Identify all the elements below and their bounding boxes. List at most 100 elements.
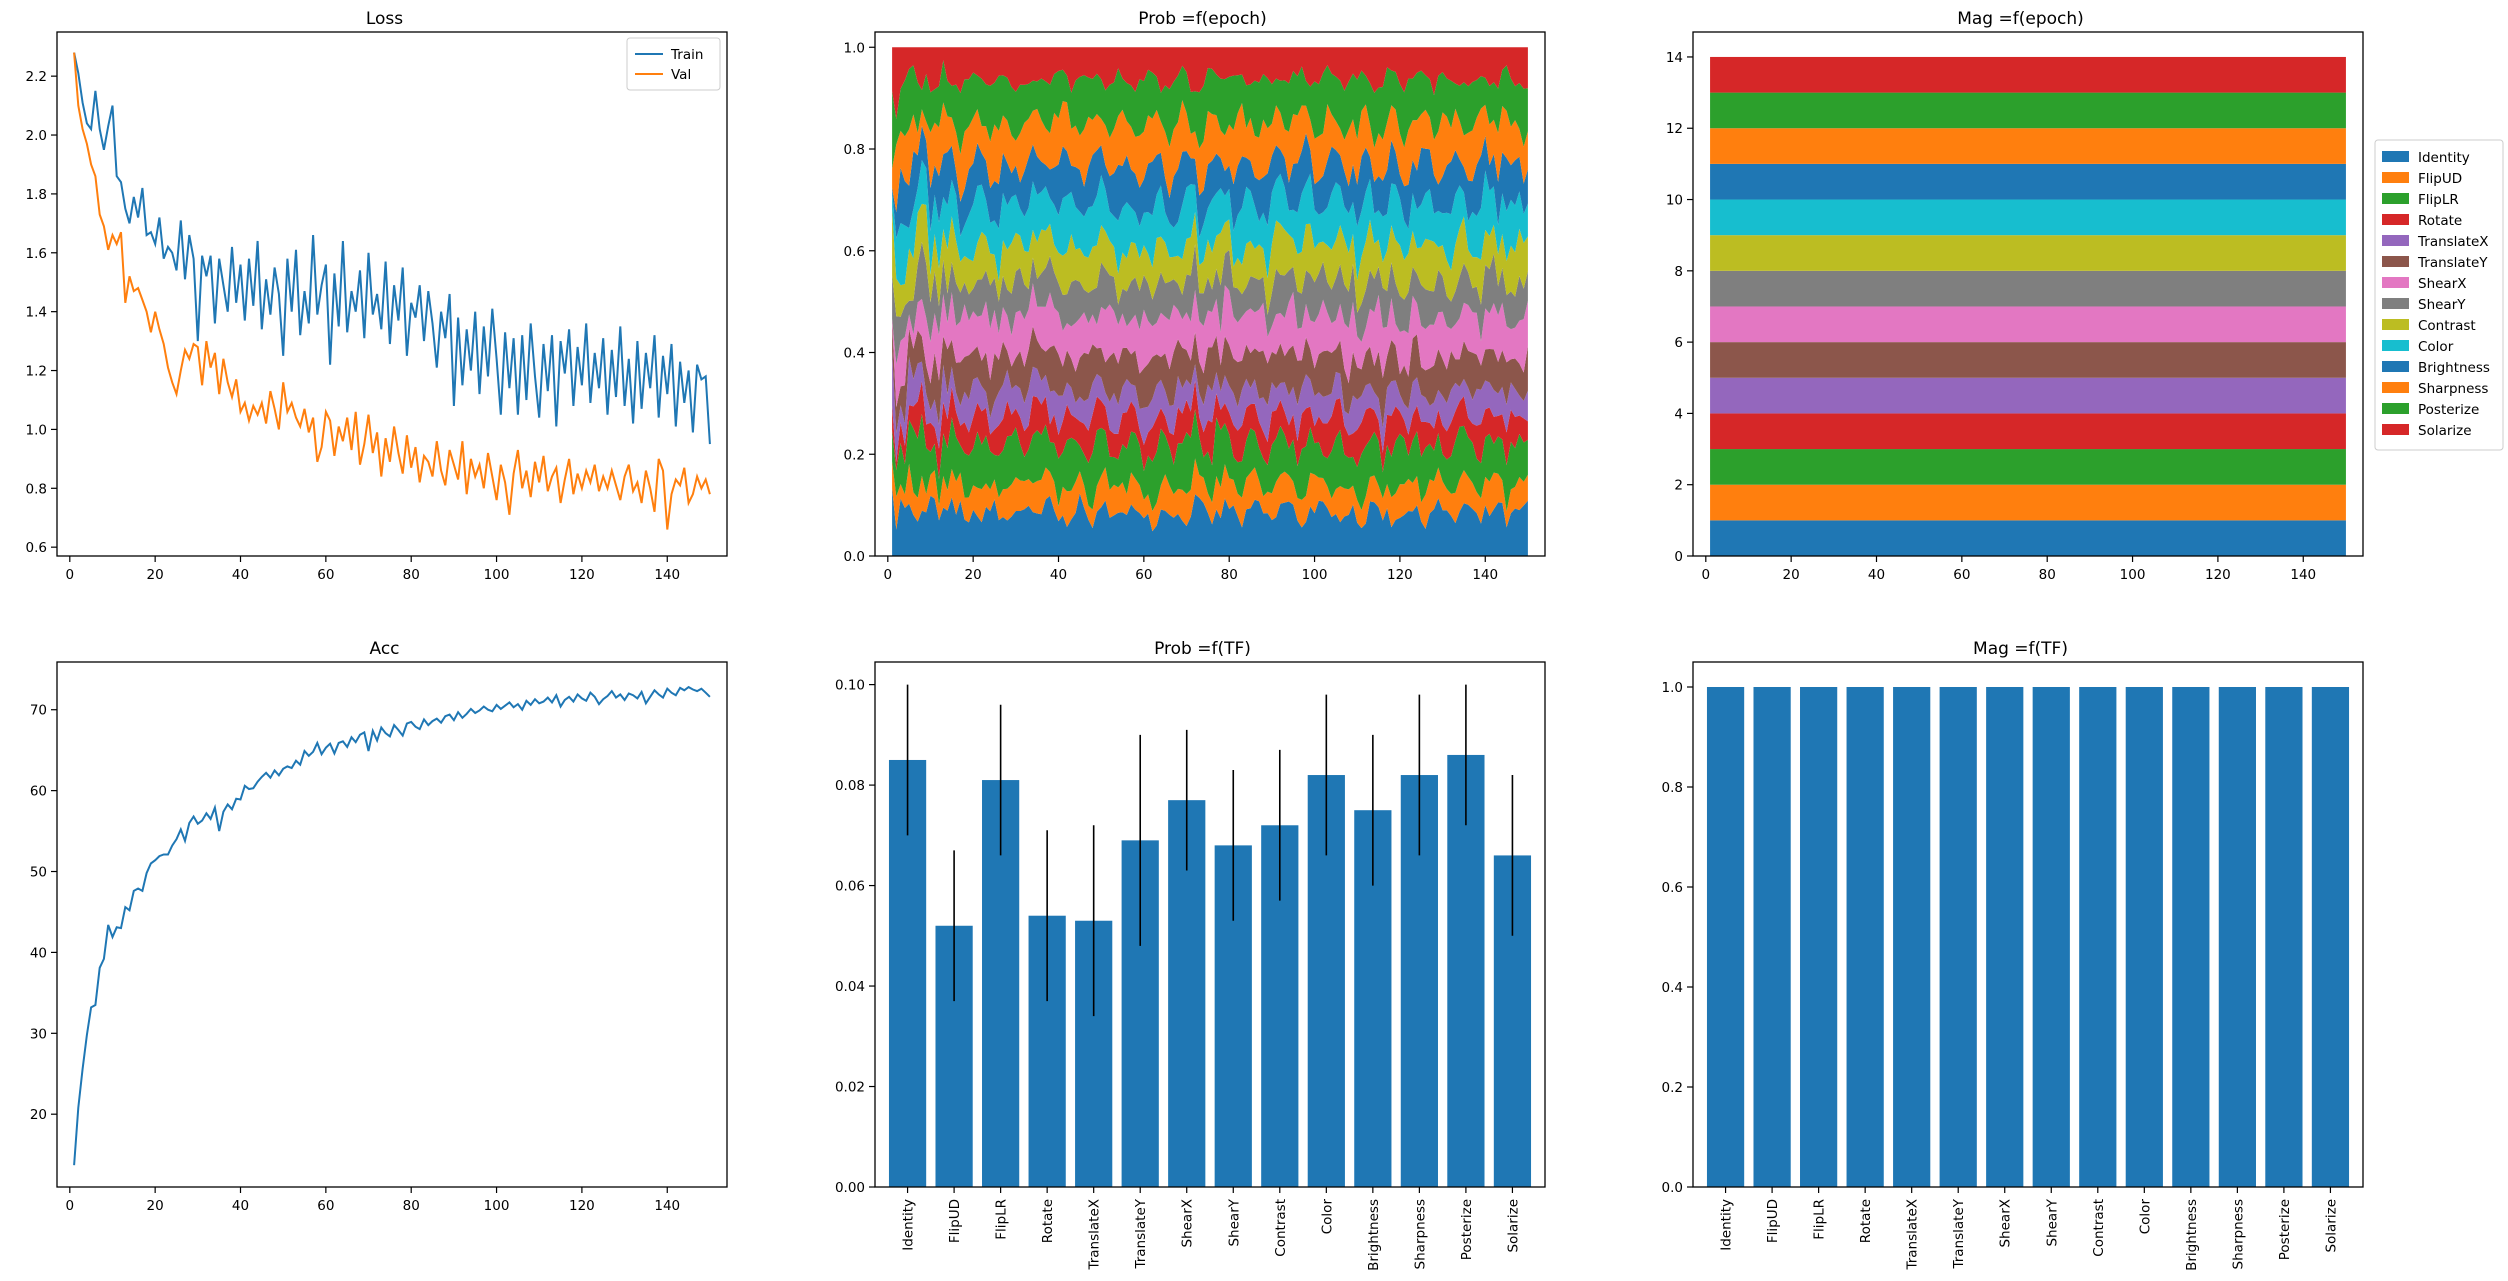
loss-series-line (73, 52, 711, 530)
acc-xtick-label: 40 (232, 1198, 249, 1214)
loss-ytick-label: 1.8 (26, 187, 47, 203)
mag-tf-ytick-label: 1.0 (1662, 680, 1683, 696)
acc-xtick-label: 20 (147, 1198, 164, 1214)
mag-epoch-ytick-label: 12 (1666, 121, 1683, 137)
prob-tf-xtick-label: Brightness (1366, 1199, 1382, 1271)
loss-ytick-label: 1.6 (26, 246, 47, 262)
mag-epoch-area-band (1710, 163, 2346, 200)
mag-tf-ytick-label: 0.8 (1662, 780, 1683, 796)
mag-epoch-title: Mag =f(epoch) (1957, 9, 2084, 29)
prob-epoch-ytick-label: 0.8 (844, 142, 865, 158)
mag-epoch-area-band (1710, 342, 2346, 378)
prob-tf-panel: Prob =f(TF) (1154, 639, 1251, 659)
prob-epoch-xtick-label: 0 (884, 567, 893, 583)
prob-epoch-area-band (892, 160, 1528, 286)
mag-epoch-area-band (1710, 484, 2346, 521)
mag-tf-bar (2265, 687, 2303, 1187)
prob-epoch-axes-frame (874, 31, 1546, 557)
mag-epoch-area-band (1710, 199, 2346, 236)
mag-epoch-panel: Mag =f(epoch) (1957, 9, 2084, 29)
acc-xtick-label: 120 (569, 1198, 595, 1214)
loss-ytick-label: 1.4 (26, 305, 47, 321)
prob-tf-xtick-label: FlipLR (994, 1199, 1010, 1240)
mag-tf-bar (2218, 687, 2256, 1187)
mag-tf-ytick-label: 0.2 (1662, 1080, 1683, 1096)
prob-epoch-area-band (892, 488, 1528, 556)
prob-tf-xtick-label: ShearY (1226, 1198, 1242, 1246)
mag-epoch-legend-label: FlipUD (2418, 171, 2462, 187)
acc-ytick-label: 40 (30, 945, 47, 961)
mag-epoch-legend-swatch (2382, 319, 2409, 330)
acc-xtick-label: 60 (317, 1198, 334, 1214)
acc-ytick-label: 50 (30, 865, 47, 881)
mag-tf-xtick-label: TranslateY (1951, 1198, 1967, 1269)
loss-xtick-label: 40 (232, 567, 249, 583)
acc-xtick-label: 80 (403, 1198, 420, 1214)
mag-epoch-area-band (1710, 128, 2346, 164)
prob-tf-xtick-label: Sharpness (1412, 1199, 1428, 1269)
mag-epoch-xtick-label: 140 (2290, 567, 2316, 583)
mag-tf-axes-frame (1692, 661, 2364, 1188)
prob-tf-axes-frame (874, 661, 1546, 1188)
prob-tf-plot: Identity FlipUD FlipLR Rotate TranslateX Tran… (835, 661, 1546, 1271)
mag-epoch-xtick-label: 120 (2205, 567, 2231, 583)
prob-epoch-ytick-label: 1.0 (844, 40, 865, 56)
loss-legend-label: Train (670, 47, 703, 63)
prob-tf-ytick-label: 0.04 (835, 979, 865, 995)
prob-tf-xtick-label: Identity (901, 1199, 917, 1251)
mag-tf-xtick-label: Contrast (2091, 1199, 2107, 1257)
mag-epoch-ytick-label: 2 (1674, 478, 1683, 494)
mag-tf-bar (2032, 687, 2070, 1187)
mag-epoch-legend-label: TranslateX (2417, 234, 2489, 250)
mag-tf-xtick-label: Solarize (2323, 1199, 2339, 1253)
prob-epoch-xtick-label: 40 (1050, 567, 1067, 583)
prob-tf-xtick-label: Solarize (1505, 1199, 1521, 1253)
loss-legend-box (626, 37, 721, 91)
loss-xtick-label: 140 (654, 567, 680, 583)
mag-tf-panel: Mag =f(TF) (1973, 639, 2068, 659)
loss-xtick-label: 80 (403, 567, 420, 583)
prob-tf-xtick-label: FlipUD (947, 1199, 963, 1243)
mag-epoch-legend-label: ShearY (2418, 297, 2466, 313)
prob-tf-xtick-label: Rotate (1040, 1199, 1056, 1243)
mag-epoch-ytick-label: 4 (1674, 406, 1683, 422)
prob-epoch-area-band (892, 283, 1528, 408)
mag-epoch-xtick-label: 60 (1953, 567, 1970, 583)
mag-tf-bar (1800, 687, 1838, 1187)
mag-tf-bar (2311, 687, 2350, 1187)
acc-ytick-label: 70 (30, 703, 47, 719)
mag-tf-xtick-label: Sharpness (2230, 1199, 2246, 1269)
loss-axes-frame (56, 31, 728, 557)
mag-epoch-legend-swatch (2382, 235, 2409, 246)
loss-ytick-label: 0.6 (26, 540, 47, 556)
mag-tf-xtick-label: ShearX (1998, 1199, 2014, 1248)
prob-tf-xtick-label: Contrast (1273, 1199, 1289, 1257)
prob-tf-xtick-label: TranslateX (1087, 1199, 1103, 1271)
mag-epoch-legend-label: Posterize (2418, 402, 2479, 418)
mag-epoch-legend-label: Brightness (2418, 360, 2490, 376)
mag-epoch-xtick-label: 100 (2120, 567, 2146, 583)
acc-ytick-label: 30 (30, 1026, 47, 1042)
mag-epoch-area-band (1710, 270, 2346, 307)
loss-xtick-label: 120 (569, 567, 595, 583)
prob-epoch-title: Prob =f(epoch) (1138, 9, 1266, 29)
loss-plot: 0 20 40 60 80 100 120 140 0.6 0.8 1.0 1.2 1.4 1.6 1.8 2… (26, 31, 728, 583)
prob-epoch-xtick-label: 60 (1135, 567, 1152, 583)
mag-tf-xtick-label: Rotate (1858, 1199, 1874, 1243)
mag-tf-ytick-label: 0.6 (1662, 880, 1683, 896)
mag-epoch-area-band (1710, 235, 2346, 271)
prob-epoch-xtick-label: 140 (1472, 567, 1498, 583)
mag-epoch-ytick-label: 0 (1674, 549, 1683, 565)
loss-ytick-label: 1.0 (26, 422, 47, 438)
mag-tf-bar (1706, 687, 1745, 1187)
mag-epoch-legend-swatch (2382, 277, 2409, 288)
mag-epoch-area-band (1710, 449, 2346, 485)
mag-epoch-legend-label: Sharpness (2418, 381, 2488, 397)
mag-tf-ytick-label: 0.4 (1662, 980, 1683, 996)
prob-epoch-ytick-label: 0.0 (844, 549, 865, 565)
loss-xtick-label: 100 (484, 567, 510, 583)
mag-epoch-axes-frame (1692, 31, 2364, 557)
prob-epoch-area-band (892, 409, 1528, 512)
prob-tf-xtick-label: Posterize (1459, 1199, 1475, 1260)
